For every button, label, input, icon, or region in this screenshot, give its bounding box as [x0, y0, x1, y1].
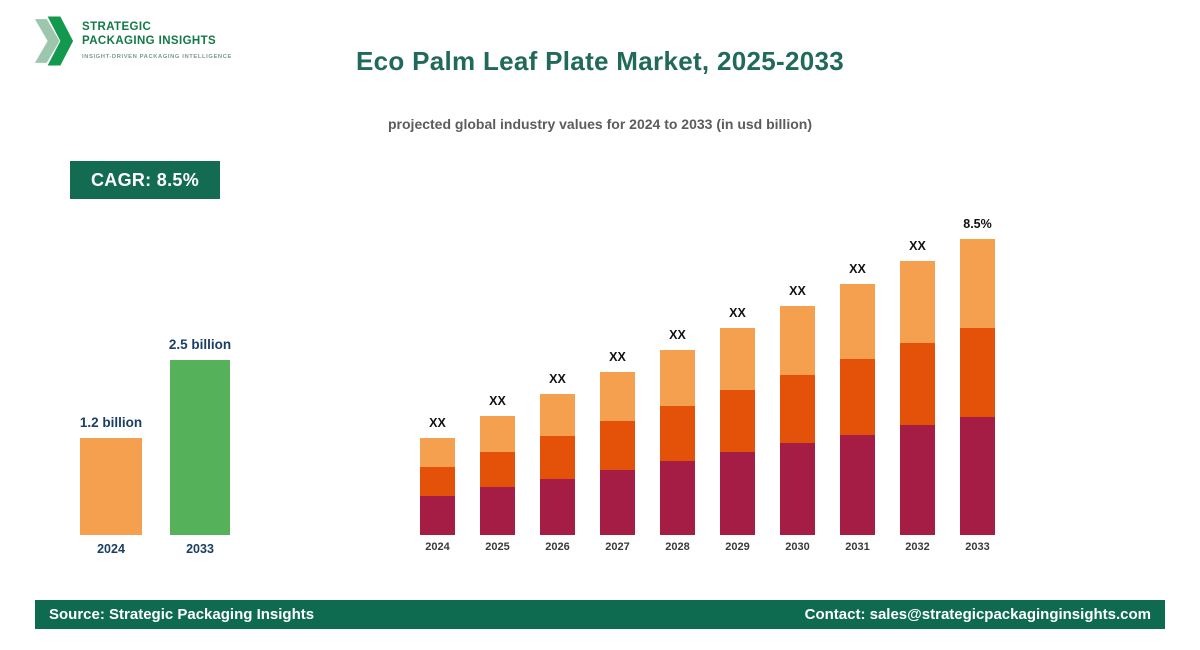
stacked-bar-group: XX 2024: [420, 416, 455, 553]
stacked-bar-segment-bottom: [480, 487, 515, 535]
stacked-bar-segment-bottom: [540, 478, 575, 535]
stacked-bar-segment-middle: [540, 436, 575, 479]
stacked-bar-value-label: XX: [729, 306, 746, 320]
stacked-bar-group: XX 2027: [600, 350, 635, 553]
logo-line1: STRATEGIC: [82, 21, 152, 33]
summary-bar-value-label: 2.5 billion: [168, 337, 232, 352]
logo: STRATEGIC PACKAGING INSIGHTS INSIGHT-DRI…: [34, 14, 232, 68]
stacked-bar-year-label: 2031: [845, 541, 870, 553]
stacked-bar-segment-bottom: [720, 452, 755, 535]
logo-tagline: INSIGHT-DRIVEN PACKAGING INTELLIGENCE: [82, 53, 232, 60]
stacked-bar-year-label: 2029: [725, 541, 750, 553]
stacked-bar-year-label: 2027: [605, 541, 630, 553]
stacked-bar: [960, 239, 995, 535]
cagr-badge: CAGR: 8.5%: [70, 161, 220, 199]
stacked-bar-segment-bottom: [600, 469, 635, 535]
stacked-bar-chart: XX 2024 XX 2025 XX 2026 XX 2027 XX 2028 XX 2029 XX 20…: [420, 199, 995, 553]
stacked-bar: [600, 372, 635, 535]
stacked-bar: [840, 284, 875, 535]
page-title: Eco Palm Leaf Plate Market, 2025-2033: [355, 46, 845, 76]
stacked-bar-value-label: XX: [849, 262, 866, 276]
stacked-bar-group: XX 2026: [540, 372, 575, 553]
stacked-bar-group: XX 2031: [840, 262, 875, 553]
logo-line2: PACKAGING INSIGHTS: [82, 35, 217, 48]
stacked-bar-value-label: XX: [549, 372, 566, 386]
stacked-bar-value-label: XX: [609, 350, 626, 364]
growth-summary-chart: 1.2 billion 2024 2.5 billion 2033: [70, 325, 232, 556]
stacked-bar: [720, 328, 755, 535]
stacked-bar-segment-top: [840, 284, 875, 360]
stacked-bar-segment-top: [600, 372, 635, 421]
summary-bar-value-label: 1.2 billion: [79, 415, 143, 430]
stacked-bar: [660, 350, 695, 535]
summary-bar-year-label: 2033: [186, 542, 214, 556]
summary-bar: [170, 360, 230, 535]
stacked-bar-segment-middle: [660, 405, 695, 461]
stacked-bar-segment-bottom: [780, 443, 815, 535]
summary-bar-group: 1.2 billion 2024: [79, 415, 143, 556]
stacked-bar-year-label: 2028: [665, 541, 690, 553]
page-subtitle: projected global industry values for 202…: [388, 116, 812, 132]
stacked-bar-segment-top: [960, 239, 995, 328]
stacked-bar-group: XX 2028: [660, 328, 695, 553]
stacked-bar-year-label: 2025: [485, 541, 510, 553]
stacked-bar-segment-bottom: [840, 434, 875, 535]
stacked-bar-year-label: 2032: [905, 541, 930, 553]
stacked-bar-segment-bottom: [660, 461, 695, 535]
summary-bar-year-label: 2024: [97, 542, 125, 556]
stacked-bar-value-label: XX: [489, 394, 506, 408]
stacked-bar-segment-middle: [840, 359, 875, 435]
stacked-bar-segment-middle: [600, 420, 635, 470]
summary-bar: [80, 438, 142, 535]
stacked-bar-value-label: XX: [789, 284, 806, 298]
stacked-bar-group: XX 2029: [720, 306, 755, 553]
stacked-bar-group: XX 2032: [900, 239, 935, 553]
footer-contact: Contact: sales@strategicpackaginginsight…: [804, 606, 1151, 623]
logo-text: STRATEGIC PACKAGING INSIGHTS INSIGHT-DRI…: [82, 14, 232, 60]
summary-bar-group: 2.5 billion 2033: [168, 337, 232, 556]
stacked-bar: [540, 394, 575, 535]
stacked-bar-value-label: XX: [909, 239, 926, 253]
stacked-bar-segment-top: [480, 416, 515, 452]
stacked-bar-year-label: 2030: [785, 541, 810, 553]
stacked-bar-segment-middle: [780, 374, 815, 444]
stacked-bar-segment-middle: [480, 451, 515, 488]
stacked-bar-segment-top: [720, 328, 755, 391]
stacked-bar: [780, 306, 815, 535]
stacked-bar: [900, 261, 935, 535]
stacked-bar-year-label: 2026: [545, 541, 570, 553]
stacked-bar-value-label: XX: [669, 328, 686, 342]
stacked-bar-segment-middle: [720, 390, 755, 453]
stacked-bar-segment-bottom: [900, 425, 935, 535]
chevron-logo-icon: [34, 16, 74, 66]
stacked-bar-segment-middle: [960, 327, 995, 417]
stacked-bar-segment-middle: [420, 467, 455, 497]
stacked-bar-segment-top: [900, 261, 935, 344]
stacked-bar-value-label: 8.5%: [963, 217, 992, 231]
stacked-bar-segment-top: [420, 438, 455, 468]
stacked-bar-segment-top: [780, 306, 815, 375]
stacked-bar-group: 8.5% 2033: [960, 217, 995, 553]
stacked-bar-group: XX 2030: [780, 284, 815, 553]
stacked-bar: [480, 416, 515, 535]
stacked-bar-segment-middle: [900, 343, 935, 426]
footer-source: Source: Strategic Packaging Insights: [49, 606, 315, 623]
stacked-bar: [420, 438, 455, 535]
stacked-bar-segment-bottom: [420, 496, 455, 535]
stacked-bar-year-label: 2024: [425, 541, 450, 553]
stacked-bar-segment-bottom: [960, 416, 995, 535]
stacked-bar-value-label: XX: [429, 416, 446, 430]
footer-bar: Source: Strategic Packaging Insights Con…: [35, 600, 1165, 629]
stacked-bar-segment-top: [540, 394, 575, 437]
stacked-bar-segment-top: [660, 350, 695, 406]
stacked-bar-group: XX 2025: [480, 394, 515, 553]
stacked-bar-year-label: 2033: [965, 541, 990, 553]
